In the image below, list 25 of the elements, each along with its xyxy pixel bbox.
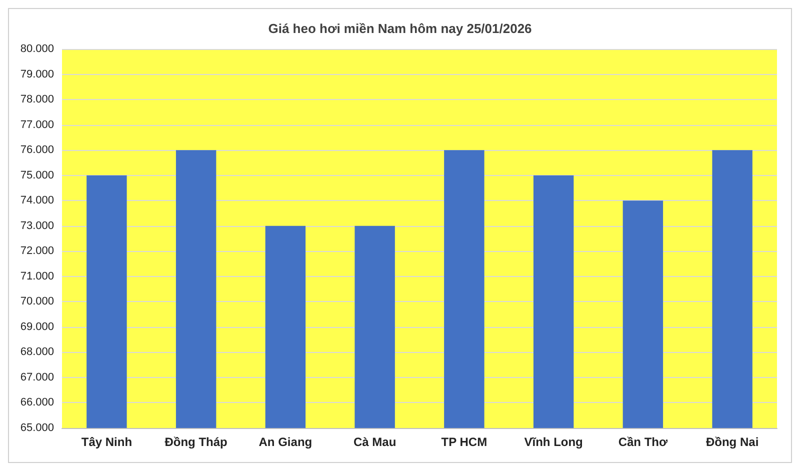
y-tick-label: 71.000 <box>20 270 54 282</box>
y-tick-label: 69.000 <box>20 320 54 333</box>
y-tick-label: 72.000 <box>20 245 54 258</box>
x-tick-label: TP HCM <box>441 435 488 449</box>
x-tick-label: Đồng Nai <box>706 435 759 449</box>
y-tick-label: 77.000 <box>20 118 54 131</box>
x-tick-label: Cần Thơ <box>618 435 668 449</box>
x-tick-label: Đồng Tháp <box>164 435 228 449</box>
y-tick-label: 66.000 <box>20 396 54 409</box>
y-tick-label: 76.000 <box>20 144 54 156</box>
y-tick-label: 74.000 <box>20 194 54 207</box>
y-tick-label: 70.000 <box>20 296 54 308</box>
x-tick-label: An Giang <box>258 435 312 449</box>
y-tick-label: 65.000 <box>20 422 54 434</box>
chart-title: Giá heo hơi miền Nam hôm nay 25/01/2026 <box>268 21 532 36</box>
y-tick-label: 73.000 <box>20 220 54 232</box>
y-tick-label: 79.000 <box>20 68 54 80</box>
y-tick-label: 78.000 <box>20 94 54 106</box>
y-tick-label: 75.000 <box>20 169 54 182</box>
y-tick-label: 80.000 <box>20 43 54 55</box>
x-tick-label: Tây Ninh <box>81 435 132 449</box>
y-tick-label: 68.000 <box>20 346 54 358</box>
x-tick-label: Cà Mau <box>353 435 396 449</box>
x-tick-label: Vĩnh Long <box>524 435 583 449</box>
y-tick-label: 67.000 <box>20 371 54 384</box>
